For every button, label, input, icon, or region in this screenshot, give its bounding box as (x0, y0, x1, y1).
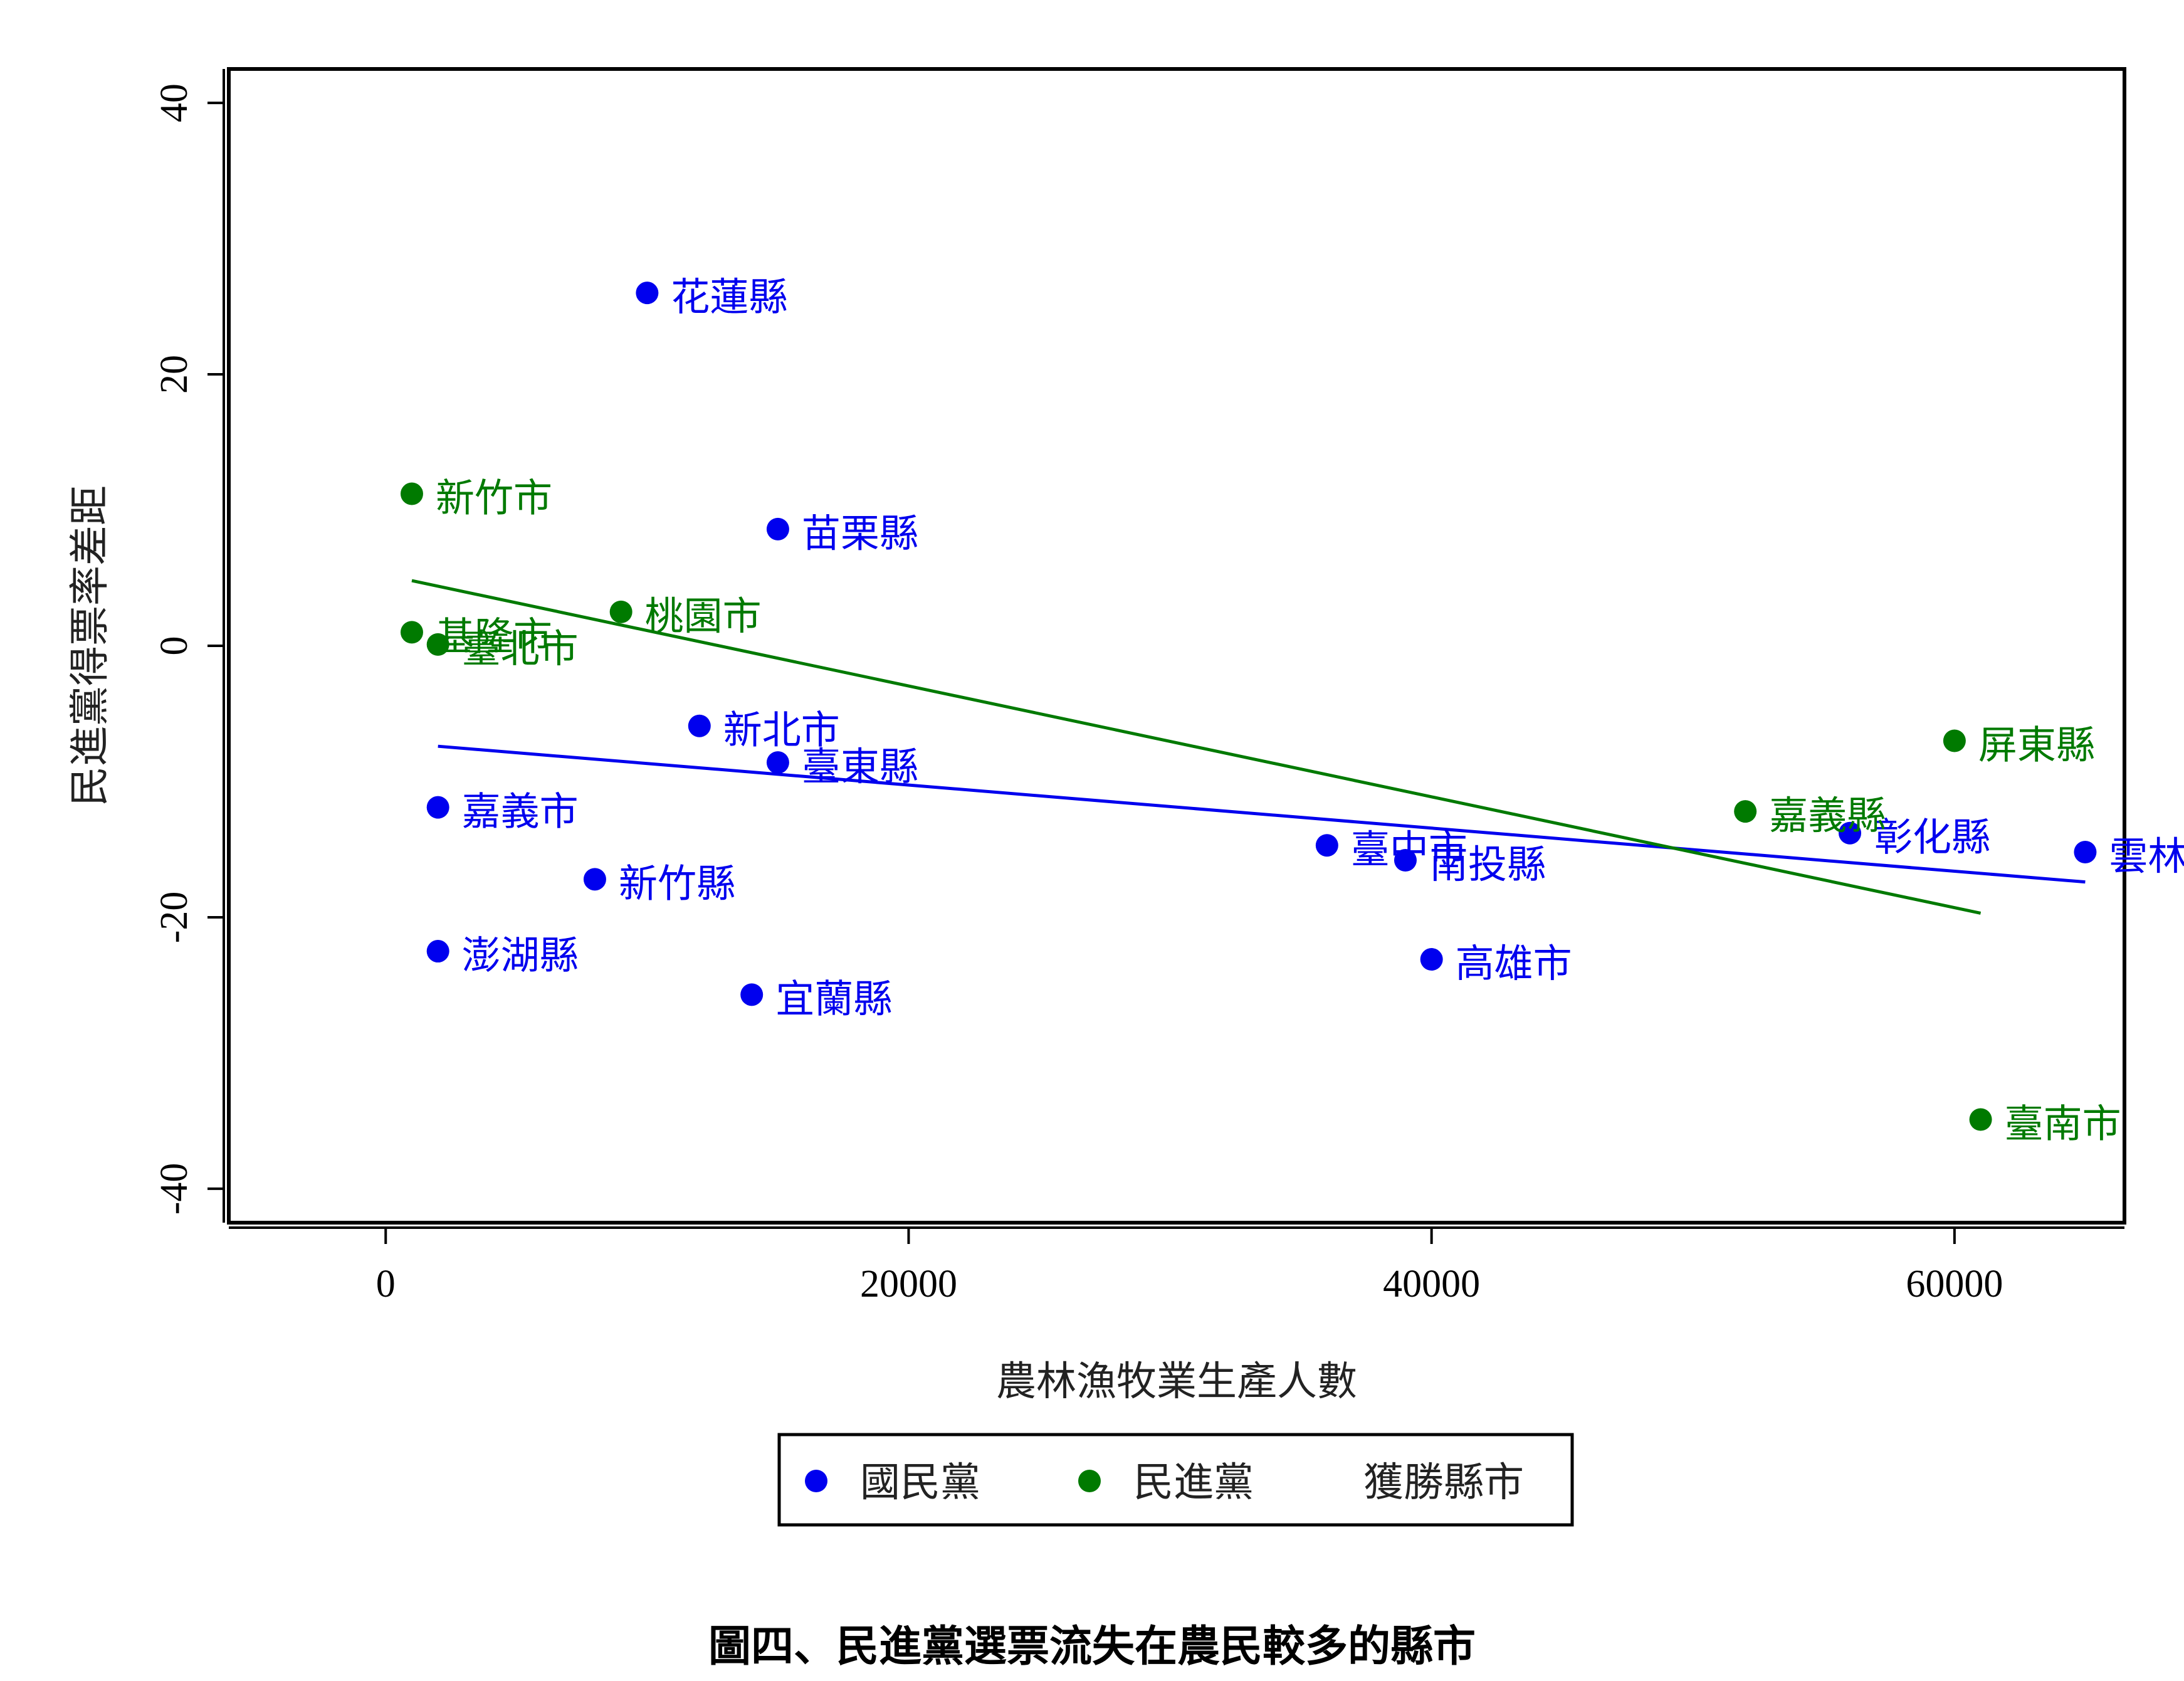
legend-winner-label: 獲勝縣市 (1363, 1460, 1524, 1506)
kmt-point (740, 983, 764, 1006)
dpp-point (400, 621, 423, 644)
kmt-point-label: 宜蘭縣 (775, 976, 892, 1021)
kmt-point-label: 高雄市 (1456, 941, 1572, 986)
dpp-point (426, 633, 449, 656)
legend-dpp-label: 民進黨 (1133, 1460, 1254, 1506)
dpp-point-label: 新竹市 (436, 475, 552, 521)
x-ticks: 0 20000 40000 60000 (376, 1228, 2003, 1305)
kmt-point-label: 彰化縣 (1874, 814, 1990, 860)
dpp-point-label: 基隆市 (436, 613, 552, 659)
legend: 國民黨 民進黨 獲勝縣市 (777, 1433, 1574, 1527)
dpp-point (400, 482, 423, 505)
dpp-point (609, 600, 633, 623)
x-axis-title: 農林漁牧業生產人數 (996, 1359, 1357, 1405)
kmt-point-label: 嘉義市 (462, 789, 579, 835)
kmt-point-label: 澎湖縣 (462, 932, 579, 978)
kmt-point-label: 新北市 (723, 707, 840, 753)
y-tick-label: -40 (153, 1163, 196, 1215)
kmt-point-label: 新竹縣 (619, 860, 735, 906)
y-ticks: -40 -20 0 20 40 (153, 83, 224, 1215)
x-tick-label: 20000 (860, 1263, 957, 1305)
dpp-point-label: 屏東縣 (1978, 722, 2095, 768)
dpp-point-label: 桃園市 (645, 593, 762, 639)
kmt-point (1420, 948, 1443, 971)
y-tick-label: -20 (153, 892, 196, 944)
kmt-point (1315, 834, 1338, 857)
kmt-point (766, 517, 789, 540)
kmt-point-label: 臺東縣 (802, 744, 918, 789)
plot-frame (227, 67, 2126, 1225)
kmt-point-label: 花蓮縣 (671, 274, 787, 320)
dpp-point-label: 臺南市 (2005, 1100, 2121, 1146)
legend-dpp-marker (1078, 1470, 1101, 1492)
dpp-point (1734, 800, 1757, 823)
fit-lines (411, 579, 2086, 915)
kmt-point-label: 雲林縣 (2109, 833, 2184, 879)
x-tick-label: 40000 (1383, 1263, 1480, 1305)
x-tick-label: 0 (376, 1263, 396, 1305)
dpp-point (1969, 1108, 1992, 1131)
legend-kmt-marker (805, 1470, 827, 1492)
y-tick-label: 40 (153, 83, 196, 122)
kmt-point-label: 南投縣 (1429, 841, 1546, 887)
kmt-point (766, 751, 789, 774)
kmt-point (583, 868, 606, 891)
kmt-fit-line (438, 744, 2086, 884)
dpp-point (1943, 729, 1966, 752)
kmt-point (1839, 821, 1862, 845)
kmt-point (2074, 841, 2097, 864)
data-points: 花蓮縣苗栗縣新北市臺東縣嘉義市新竹縣澎湖縣宜蘭縣臺中市南投縣高雄市彰化縣雲林縣新… (400, 274, 2184, 1146)
kmt-point (1394, 849, 1417, 872)
kmt-point (636, 282, 659, 305)
y-axis-title: 民進黨得票率差距 (67, 485, 113, 806)
x-tick-label: 60000 (1906, 1263, 2003, 1305)
y-tick-label: 0 (153, 636, 196, 656)
y-tick-label: 20 (153, 355, 196, 394)
dpp-point-label: 嘉義縣 (1769, 793, 1886, 838)
legend-box (777, 1433, 1574, 1527)
dpp-fit-line (411, 579, 1982, 915)
x-axis: 0 20000 40000 60000 (229, 1226, 2124, 1305)
kmt-point (426, 940, 449, 963)
kmt-point (426, 796, 449, 819)
y-axis: -40 -20 0 20 40 (153, 69, 225, 1223)
kmt-point-label: 苗栗縣 (802, 510, 918, 556)
dpp-point-label: 臺北市 (462, 626, 579, 672)
figure-caption: 圖四、民進黨選票流失在農民較多的縣市 (708, 1622, 1476, 1672)
legend-kmt-label: 國民黨 (860, 1460, 980, 1506)
kmt-point (688, 714, 711, 737)
